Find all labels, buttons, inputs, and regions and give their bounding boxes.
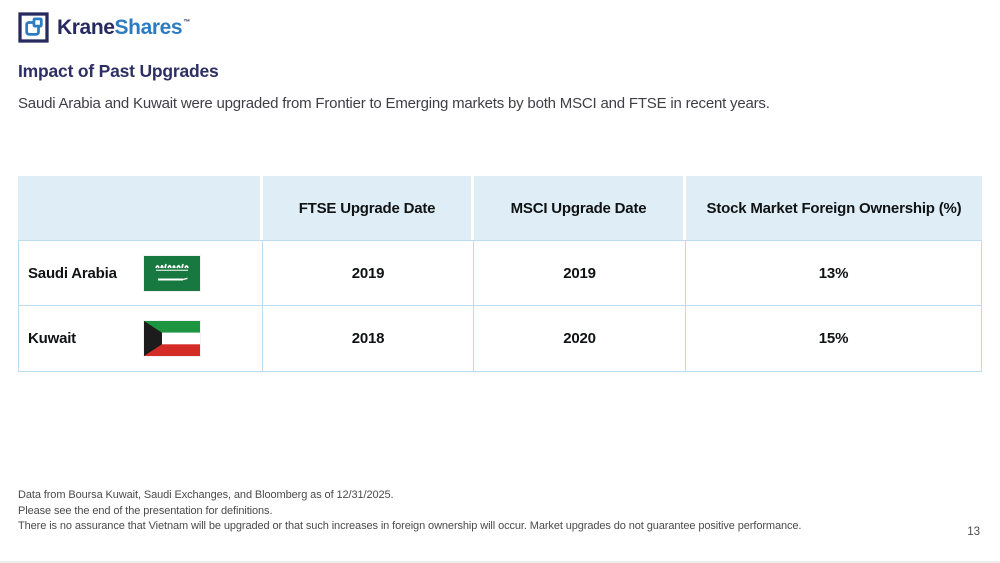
kraneshares-logo-icon (18, 12, 49, 43)
column-header-foreign-ownership: Stock Market Foreign Ownership (%) (686, 176, 982, 240)
saudi-arabia-flag (144, 255, 200, 291)
kuwait-ftse-upgrade-date: 2018 (263, 306, 474, 372)
page-number: 13 (967, 526, 980, 538)
page-title: Impact of Past Upgrades (18, 61, 219, 81)
table-row-saudi-arabia-country-cell: Saudi Arabia (18, 240, 263, 306)
kuwait-foreign-ownership: 15% (686, 306, 982, 372)
column-header-ftse-upgrade-date: FTSE Upgrade Date (263, 176, 474, 240)
saudi-msci-upgrade-date: 2019 (474, 240, 686, 306)
logo-text-shares: Shares (114, 15, 183, 39)
country-label: Kuwait (28, 330, 76, 347)
country-label: Saudi Arabia (28, 264, 117, 282)
trademark-symbol: ™ (183, 18, 190, 26)
footnote-source: Data from Boursa Kuwait, Saudi Exchanges… (18, 489, 394, 501)
kuwait-msci-upgrade-date: 2020 (474, 306, 686, 372)
footnote-disclaimer: There is no assurance that Vietnam will … (18, 520, 802, 532)
logo-text-krane: Krane (57, 15, 115, 39)
footnote-definitions: Please see the end of the presentation f… (18, 504, 273, 517)
upgrade-table: FTSE Upgrade Date MSCI Upgrade Date Stoc… (18, 176, 982, 372)
column-header-country (18, 176, 263, 240)
logo-wordmark: KraneShares™ (57, 16, 190, 40)
table-row-kuwait-country-cell: Kuwait (18, 306, 263, 372)
kraneshares-logo: KraneShares™ (18, 12, 190, 43)
saudi-foreign-ownership: 13% (686, 240, 982, 306)
footnotes: Data from Boursa Kuwait, Saudi Exchanges… (18, 488, 801, 535)
column-header-msci-upgrade-date: MSCI Upgrade Date (474, 176, 686, 240)
page-subtitle: Saudi Arabia and Kuwait were upgraded fr… (18, 95, 770, 112)
kuwait-flag (144, 321, 200, 356)
saudi-ftse-upgrade-date: 2019 (263, 240, 474, 306)
